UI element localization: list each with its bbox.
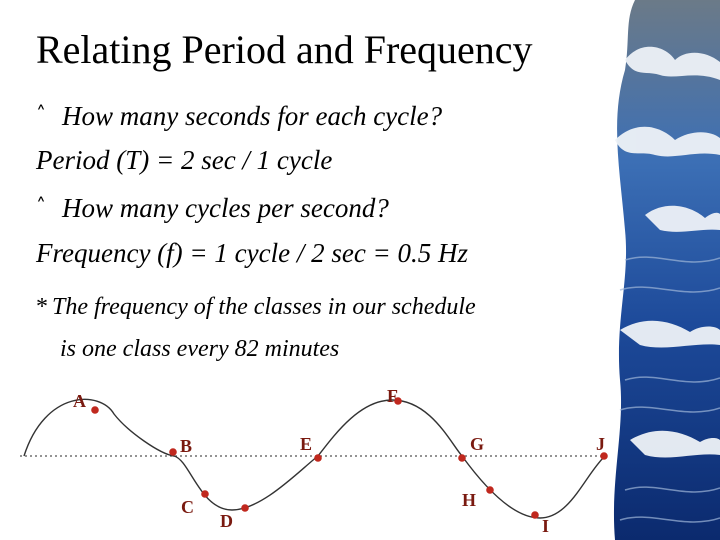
schedule-note: * The frequency of the classes in our sch… xyxy=(36,292,476,322)
bullet-arrow-icon: ˄ xyxy=(36,194,46,218)
wave-point-I: I xyxy=(531,511,549,536)
point-label: J xyxy=(596,434,605,454)
point-label: H xyxy=(462,490,476,510)
point-label: A xyxy=(73,391,86,411)
wave-point-E: E xyxy=(300,434,322,462)
asterisk-marker: * xyxy=(36,294,48,320)
point-label: E xyxy=(300,434,312,454)
point-label: D xyxy=(220,511,233,531)
wave-point-B: B xyxy=(169,436,192,456)
period-formula: Period (T) = 2 sec / 1 cycle xyxy=(36,145,333,175)
slide-title: Relating Period and Frequency xyxy=(36,27,533,72)
frequency-formula: Frequency (f) = 1 cycle / 2 sec = 0.5 Hz xyxy=(36,238,469,268)
point-label: C xyxy=(181,497,194,517)
note-line-1: The frequency of the classes in our sche… xyxy=(52,294,476,320)
ocean-wave-artwork xyxy=(613,0,720,540)
bullet-text: How many seconds for each cycle? xyxy=(62,101,443,131)
wave-point-H: H xyxy=(462,486,494,510)
point-label: B xyxy=(180,436,192,456)
sine-wave-diagram: A B C D E F G H I J xyxy=(20,386,608,536)
wave-point-C: C xyxy=(181,490,209,517)
wave-point-D: D xyxy=(220,504,249,531)
bullet-arrow-icon: ˄ xyxy=(36,102,46,126)
wave-point-F: F xyxy=(387,386,402,406)
point-label: F xyxy=(387,386,398,406)
wave-point-J: J xyxy=(596,434,608,460)
bullet-question-period: ˄ How many seconds for each cycle? xyxy=(36,98,442,132)
point-label: G xyxy=(470,434,484,454)
point-label: I xyxy=(542,516,549,536)
note-line-2: is one class every 82 minutes xyxy=(60,336,340,362)
wave-point-A: A xyxy=(73,391,99,414)
bullet-question-frequency: ˄ How many cycles per second? xyxy=(36,190,389,224)
bullet-text: How many cycles per second? xyxy=(62,193,389,223)
wave-point-G: G xyxy=(458,434,484,462)
